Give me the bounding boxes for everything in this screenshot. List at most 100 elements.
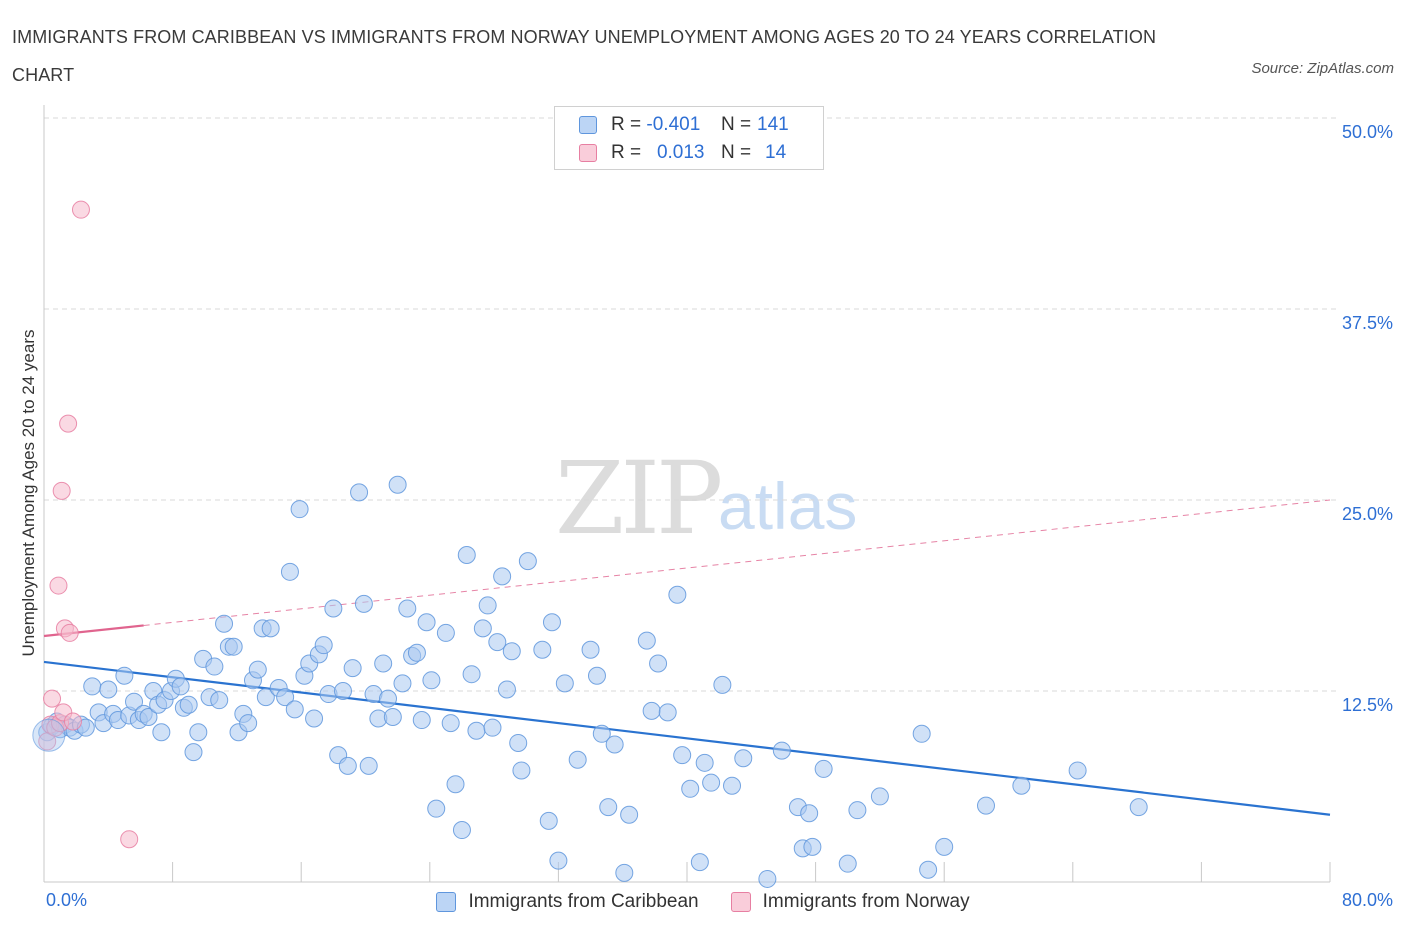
legend-item-caribbean[interactable]: Immigrants from Caribbean [436,891,699,913]
legend-row-norway: R = 0.013 N = 14 [579,139,786,167]
caribbean-point [324,599,343,618]
norway-point [52,481,71,500]
caribbean-point [587,666,606,685]
caribbean-point [350,483,369,502]
x-tick-label-max: 80.0% [1341,890,1393,910]
caribbean-point [261,619,280,638]
watermark-atlas: atlas [718,469,858,543]
caribbean-point [139,707,158,726]
grid-lines [44,117,1340,692]
caribbean-point [690,853,709,872]
caribbean-point [338,756,357,775]
caribbean-point [467,721,486,740]
legend-item-norway[interactable]: Immigrants from Norway [730,891,970,913]
caribbean-point [713,675,732,694]
caribbean-point [446,775,465,794]
caribbean-point [518,552,537,571]
caribbean-point [642,701,661,720]
caribbean-point [407,643,426,662]
caribbean-point [189,723,208,742]
caribbean-point [649,654,668,673]
caribbean-point [388,475,407,494]
caribbean-point [359,756,378,775]
caribbean-point [305,709,324,728]
caribbean-point [99,680,118,699]
caribbean-point [976,796,995,815]
caribbean-swatch [579,116,597,134]
caribbean-point [919,860,938,879]
y-tick-label: 50.0% [1341,122,1393,142]
caribbean-point [379,689,398,708]
norway-point [49,576,68,595]
caribbean-point [488,633,507,652]
r-value: 0.013 [656,142,705,163]
caribbean-point [668,585,687,604]
n-label: N = [721,114,752,135]
caribbean-point [83,677,102,696]
caribbean-point [452,821,471,840]
caribbean-point [592,724,611,743]
caribbean-point [152,723,171,742]
caribbean-point [115,666,134,685]
caribbean-point [620,805,639,824]
caribbean-point [533,640,552,659]
caribbean-point [497,680,516,699]
caribbean-point [171,677,190,696]
caribbean-point [422,671,441,690]
trend-lines [43,499,1331,816]
caribbean-point [673,746,692,765]
caribbean-point [179,695,198,714]
caribbean-point [184,743,203,762]
caribbean-point [814,759,833,778]
y-axis-label: Unemployment Among Ages 20 to 24 years [19,329,38,657]
caribbean-point [210,691,229,710]
caribbean-point [483,718,502,737]
norway-point [43,689,62,708]
norway-swatch [579,144,597,162]
caribbean-point [441,714,460,733]
caribbean-point [848,801,867,820]
caribbean-point [581,640,600,659]
caribbean-point [681,779,700,798]
caribbean-point [509,733,528,752]
caribbean-point [912,724,931,743]
data-points [32,200,1148,888]
caribbean-point [493,567,512,586]
caribbean-point [758,869,777,888]
legend-row-caribbean: R = -0.401 N = 141 [579,111,789,139]
caribbean-point [1012,776,1031,795]
caribbean-point [290,500,309,519]
caribbean-point [343,659,362,678]
series-legend: Immigrants from Caribbean Immigrants fro… [0,888,1406,916]
caribbean-point [1068,761,1087,780]
caribbean-point [935,837,954,856]
caribbean-point [838,854,857,873]
caribbean-point [599,798,618,817]
caribbean-point [383,707,402,726]
caribbean-point [549,851,568,870]
n-value: 14 [765,142,787,163]
caribbean-swatch [436,892,457,912]
caribbean-point [473,619,492,638]
y-tick-label: 12.5% [1341,695,1393,715]
caribbean-point [568,750,587,769]
r-text: R = 0.013 [611,142,711,164]
norway-point [59,414,78,433]
r-value: -0.401 [646,114,701,135]
norway-point [71,200,90,219]
caribbean-point [870,787,889,806]
caribbean-point [542,613,561,632]
caribbean-point [723,776,742,795]
caribbean-point [314,636,333,655]
caribbean-point [256,688,275,707]
norway-point [120,830,139,849]
caribbean-point [800,804,819,823]
caribbean-point [333,682,352,700]
caribbean-point [502,642,521,661]
axes [43,105,1331,883]
caribbean-point [539,811,558,830]
correlation-legend: R = -0.401 N = 141 R = 0.013 N = 14 [554,106,824,170]
r-text: R = -0.401 [611,114,711,136]
caribbean-point [478,596,497,615]
